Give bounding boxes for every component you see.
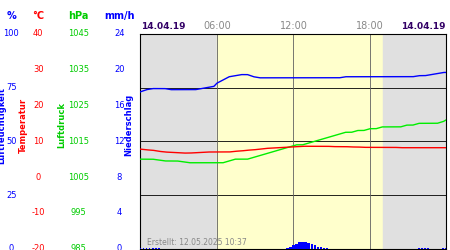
Text: hPa: hPa — [68, 11, 89, 21]
Text: 4: 4 — [117, 208, 122, 218]
Bar — [298, 242, 301, 249]
Text: mm/h: mm/h — [104, 11, 135, 21]
Text: 1035: 1035 — [68, 65, 89, 74]
Bar — [152, 248, 153, 249]
Text: 0: 0 — [9, 244, 14, 250]
Text: °C: °C — [32, 11, 44, 21]
Text: Temperatur: Temperatur — [19, 98, 28, 152]
Bar — [421, 248, 423, 249]
Bar — [418, 248, 420, 249]
Text: 20: 20 — [114, 65, 125, 74]
Text: Luftfeuchtigkeit: Luftfeuchtigkeit — [0, 86, 6, 164]
Text: 18:00: 18:00 — [356, 21, 384, 31]
Text: 1045: 1045 — [68, 29, 89, 38]
Bar — [148, 248, 150, 249]
Text: 12:00: 12:00 — [279, 21, 307, 31]
Text: %: % — [6, 11, 16, 21]
Bar — [217, 34, 383, 249]
Bar — [317, 246, 319, 249]
Bar — [143, 248, 144, 249]
Text: 1015: 1015 — [68, 137, 89, 146]
Bar — [140, 34, 217, 249]
Text: 20: 20 — [33, 101, 44, 110]
Bar — [310, 244, 313, 249]
Bar — [146, 248, 148, 249]
Text: Luftdruck: Luftdruck — [58, 102, 67, 148]
Bar — [155, 248, 157, 249]
Bar — [446, 248, 447, 249]
Bar — [307, 243, 310, 249]
Bar — [383, 34, 446, 249]
Text: Niederschlag: Niederschlag — [124, 94, 133, 156]
Text: 985: 985 — [71, 244, 87, 250]
Text: 24: 24 — [114, 29, 125, 38]
Text: 995: 995 — [71, 208, 86, 218]
Text: 50: 50 — [6, 137, 17, 146]
Bar — [158, 248, 160, 249]
Text: 10: 10 — [33, 137, 44, 146]
Bar — [424, 248, 426, 249]
Text: 30: 30 — [33, 65, 44, 74]
Bar — [421, 248, 423, 249]
Bar — [304, 242, 307, 249]
Text: 25: 25 — [6, 190, 17, 200]
Text: 0: 0 — [36, 172, 41, 182]
Bar — [140, 248, 141, 249]
Text: -10: -10 — [32, 208, 45, 218]
Text: 14.04.19: 14.04.19 — [401, 22, 446, 31]
Text: 06:00: 06:00 — [203, 21, 231, 31]
Bar — [323, 248, 325, 249]
Bar — [295, 244, 298, 249]
Text: 12: 12 — [114, 137, 125, 146]
Bar — [320, 247, 322, 249]
Text: Erstellt: 12.05.2025 10:37: Erstellt: 12.05.2025 10:37 — [147, 238, 246, 246]
Text: 75: 75 — [6, 83, 17, 92]
Text: 100: 100 — [4, 29, 19, 38]
Text: 1025: 1025 — [68, 101, 89, 110]
Bar — [442, 248, 444, 249]
Bar — [302, 242, 304, 249]
Bar — [314, 246, 316, 249]
Bar — [418, 248, 420, 249]
Bar — [326, 248, 328, 249]
Bar — [424, 248, 426, 249]
Bar — [286, 248, 288, 249]
Bar — [427, 248, 429, 249]
Text: 14.04.19: 14.04.19 — [141, 22, 186, 31]
Text: 8: 8 — [117, 172, 122, 182]
Text: 40: 40 — [33, 29, 44, 38]
Text: 1005: 1005 — [68, 172, 89, 182]
Text: -20: -20 — [32, 244, 45, 250]
Bar — [292, 246, 295, 249]
Text: 0: 0 — [117, 244, 122, 250]
Text: 16: 16 — [114, 101, 125, 110]
Bar — [289, 247, 292, 249]
